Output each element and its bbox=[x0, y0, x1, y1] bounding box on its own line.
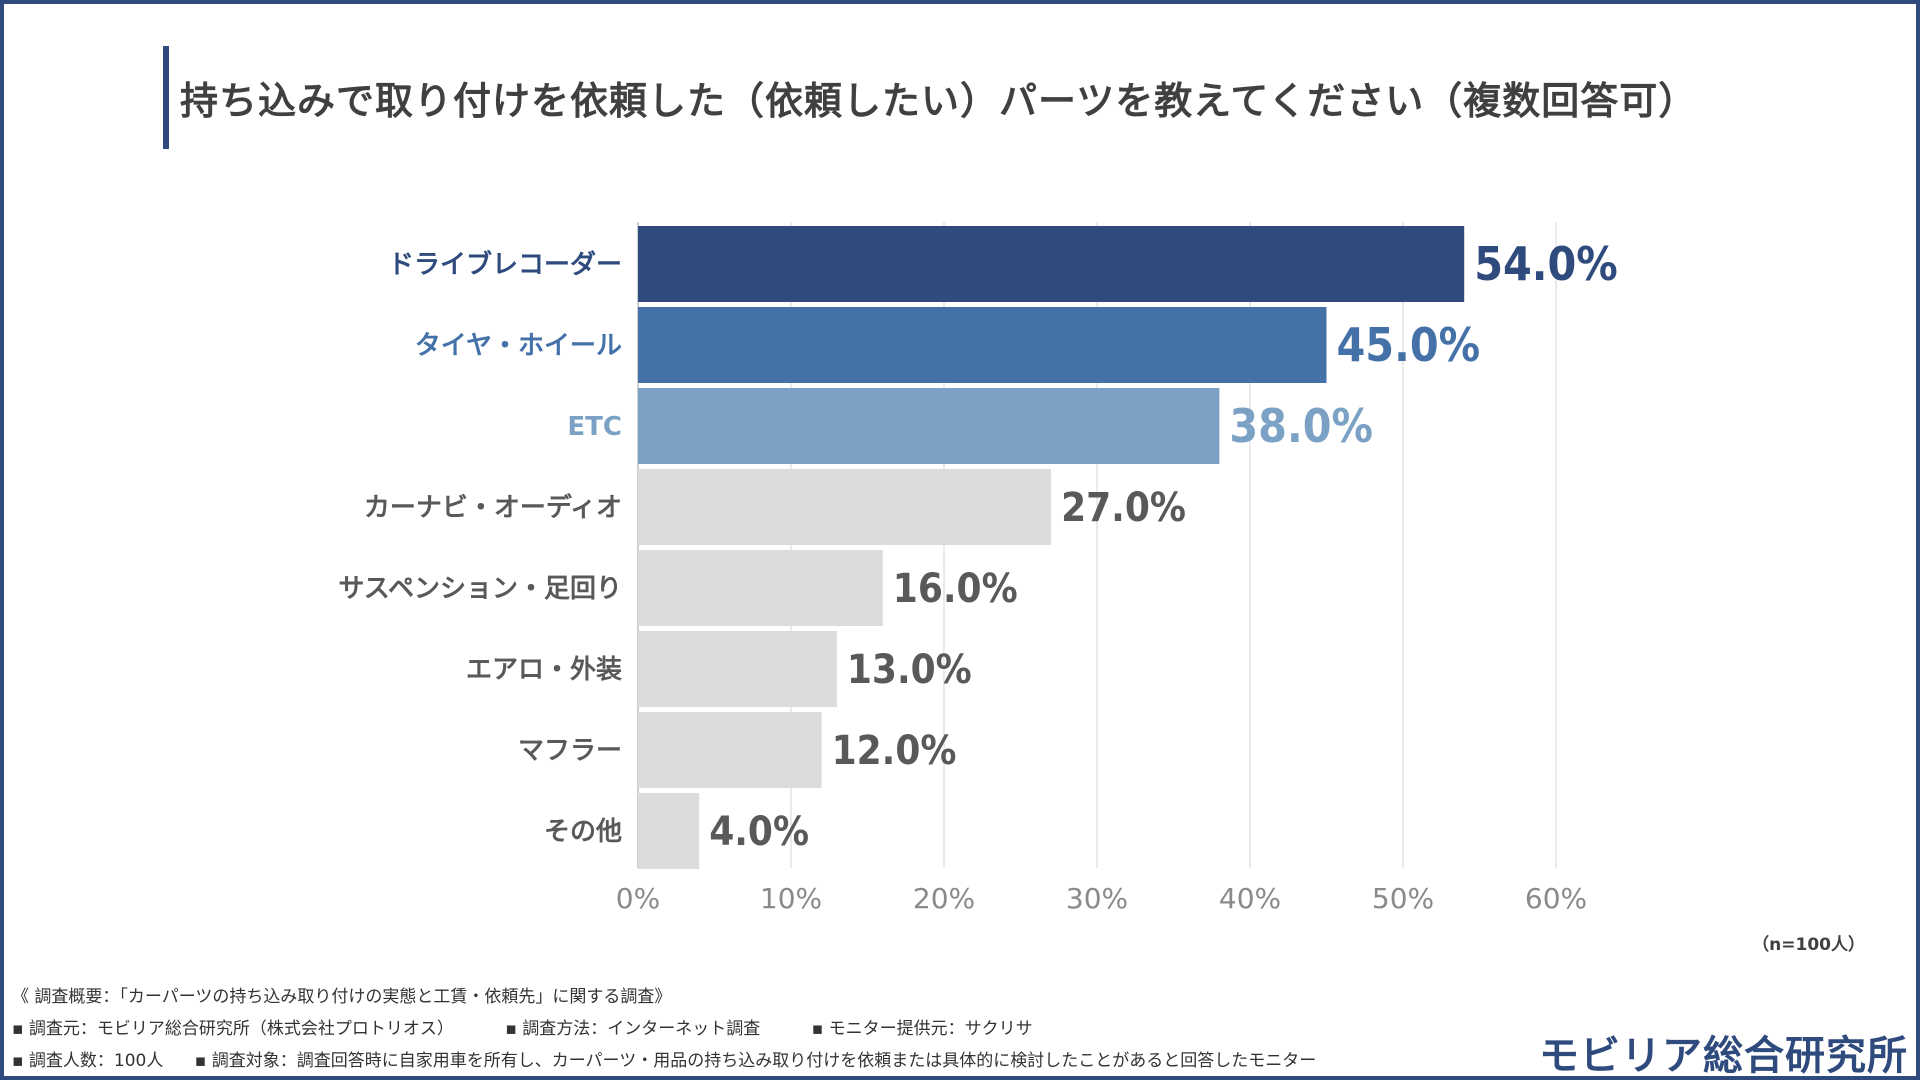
x-tick-label: 40% bbox=[1219, 882, 1281, 915]
x-tick-label: 10% bbox=[760, 882, 822, 915]
bar bbox=[638, 712, 822, 788]
survey-info-row-1: ▪ 調査元：モビリア総合研究所（株式会社プロトリオス） ▪ 調査方法：インターネ… bbox=[12, 1014, 1079, 1039]
brand-logo: モビリア総合研究所 bbox=[1539, 1033, 1908, 1079]
x-tick-label: 20% bbox=[913, 882, 975, 915]
value-label: 38.0% bbox=[1229, 399, 1373, 453]
survey-method: ▪ 調査方法：インターネット調査 bbox=[505, 1019, 761, 1039]
x-tick-label: 60% bbox=[1525, 882, 1587, 915]
bar bbox=[638, 226, 1465, 302]
survey-info-row-2: ▪ 調査人数：100人 ▪ 調査対象：調査回答時に自家用車を所有し、カーパーツ・… bbox=[12, 1046, 1362, 1071]
x-tick-label: 30% bbox=[1066, 882, 1128, 915]
value-label: 27.0% bbox=[1061, 485, 1186, 531]
bar bbox=[638, 469, 1052, 545]
category-label: タイヤ・ホイール bbox=[415, 331, 622, 361]
category-label: ETC bbox=[567, 412, 622, 442]
bar bbox=[638, 793, 700, 869]
value-label: 12.0% bbox=[832, 728, 957, 774]
value-label: 13.0% bbox=[847, 647, 972, 693]
category-label: その他 bbox=[544, 817, 622, 847]
value-label: 45.0% bbox=[1337, 318, 1481, 372]
survey-name: 《 調査概要：「カーパーツの持ち込み取り付けの実態と工賃・依頼先」に関する調査》 bbox=[12, 987, 672, 1007]
x-tick-label: 50% bbox=[1372, 882, 1434, 915]
bar bbox=[638, 631, 837, 707]
survey-summary-title: 《 調査概要：「カーパーツの持ち込み取り付けの実態と工賃・依頼先」に関する調査》 bbox=[12, 982, 717, 1007]
value-label: 54.0% bbox=[1474, 237, 1618, 291]
bar bbox=[638, 550, 883, 626]
bar bbox=[638, 307, 1327, 383]
chart-title: 持ち込みで取り付けを依頼した（依頼したい）パーツを教えてください（複数回答可） bbox=[180, 79, 1698, 123]
category-label: カーナビ・オーディオ bbox=[364, 492, 622, 523]
category-label: ドライブレコーダー bbox=[388, 249, 622, 280]
survey-target: ▪ 調査対象：調査回答時に自家用車を所有し、カーパーツ・用品の持ち込み取り付けを… bbox=[194, 1051, 1317, 1071]
survey-source: ▪ 調査元：モビリア総合研究所（株式会社プロトリオス） bbox=[12, 1019, 454, 1039]
value-label: 4.0% bbox=[709, 809, 809, 855]
value-label: 16.0% bbox=[893, 566, 1018, 612]
sample-size-note: （n=100人） bbox=[1752, 935, 1865, 955]
survey-monitor: ▪ モニター提供元：サクリサ bbox=[811, 1019, 1033, 1039]
category-label: マフラー bbox=[518, 736, 622, 766]
category-label: サスペンション・足回り bbox=[338, 574, 622, 604]
bar bbox=[638, 388, 1220, 464]
title-accent-bar bbox=[163, 46, 169, 149]
x-tick-label: 0% bbox=[616, 882, 660, 915]
survey-count: ▪ 調査人数：100人 bbox=[12, 1051, 164, 1071]
category-label: エアロ・外装 bbox=[466, 655, 622, 685]
